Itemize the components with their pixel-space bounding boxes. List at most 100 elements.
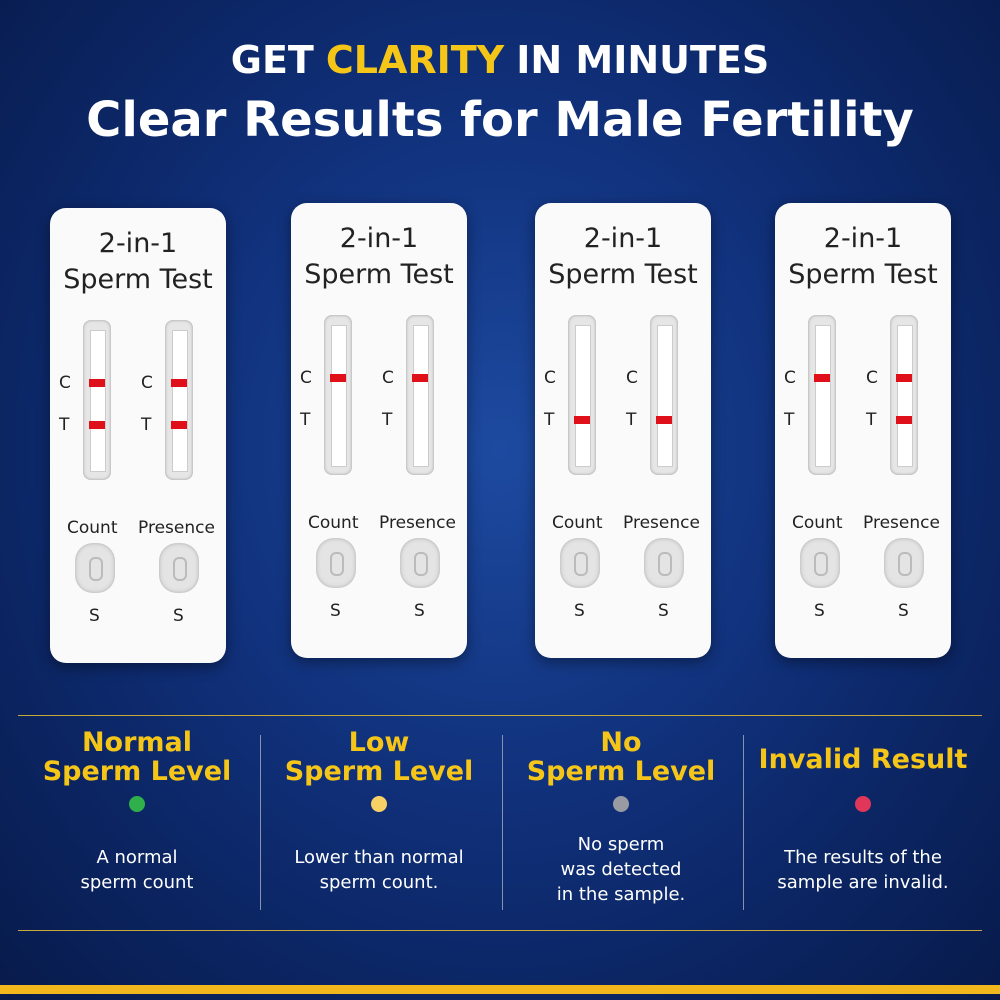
card-title: 2-in-1 xyxy=(339,223,419,254)
result-description: sample are invalid. xyxy=(777,872,949,893)
result-window xyxy=(406,315,434,475)
result-description: No sperm xyxy=(577,834,665,855)
card-title: 2-in-1 xyxy=(583,223,663,254)
result-description: in the sample. xyxy=(556,884,686,905)
strip-label: Presence xyxy=(379,513,456,533)
c-label: C xyxy=(544,368,556,388)
sample-well xyxy=(884,538,924,588)
sample-well xyxy=(75,543,115,593)
test-line xyxy=(574,416,590,424)
result-description: Lower than normal xyxy=(294,847,464,868)
t-label: T xyxy=(544,410,555,430)
status-dot xyxy=(613,796,629,812)
t-label: T xyxy=(626,410,637,430)
card-subtitle: Sperm Test xyxy=(788,259,938,290)
well-hole xyxy=(89,557,103,581)
control-line xyxy=(330,374,346,382)
c-label: C xyxy=(784,368,796,388)
well-hole xyxy=(414,552,428,576)
title-part: IN MINUTES xyxy=(516,38,770,82)
result-title: Sperm Level xyxy=(284,756,474,787)
strip-label: Presence xyxy=(138,518,215,538)
card-title: 2-in-1 xyxy=(823,223,903,254)
well-hole xyxy=(658,552,672,576)
s-label: S xyxy=(814,601,825,621)
result-window xyxy=(568,315,596,475)
well-hole xyxy=(574,552,588,576)
sample-well xyxy=(159,543,199,593)
t-label: T xyxy=(866,410,877,430)
s-label: S xyxy=(574,601,585,621)
control-line xyxy=(89,379,105,387)
sample-well xyxy=(644,538,684,588)
result-description: sperm count xyxy=(80,872,194,893)
strip xyxy=(897,325,913,467)
strip xyxy=(90,330,106,472)
result-title: No xyxy=(600,727,642,758)
test-line xyxy=(171,421,187,429)
result-window xyxy=(83,320,111,480)
title-part: GET xyxy=(230,38,314,82)
t-label: T xyxy=(300,410,311,430)
status-dot xyxy=(855,796,871,812)
separator xyxy=(502,735,503,910)
strip xyxy=(815,325,831,467)
t-label: T xyxy=(784,410,795,430)
test-card: 2-in-1 Sperm Test C T Count S C T Presence S xyxy=(535,203,711,658)
well-hole xyxy=(814,552,828,576)
result-window xyxy=(808,315,836,475)
divider xyxy=(18,930,982,931)
result-window xyxy=(165,320,193,480)
well-hole xyxy=(173,557,187,581)
card-title: 2-in-1 xyxy=(98,228,178,259)
s-label: S xyxy=(898,601,909,621)
subtitle: Clear Results for Male Fertility xyxy=(86,92,914,148)
c-label: C xyxy=(141,373,153,393)
s-label: S xyxy=(414,601,425,621)
result-title: Sperm Level xyxy=(42,756,232,787)
strip-label: Count xyxy=(308,513,359,533)
strip xyxy=(575,325,591,467)
well-hole xyxy=(898,552,912,576)
sample-well xyxy=(316,538,356,588)
strip xyxy=(413,325,429,467)
sample-well xyxy=(800,538,840,588)
control-line xyxy=(171,379,187,387)
result-title: Invalid Result xyxy=(758,744,968,775)
result-title: Normal xyxy=(81,727,193,758)
strip-label: Count xyxy=(552,513,603,533)
title: GET CLARITY IN MINUTES xyxy=(0,38,1000,82)
result-description: sperm count. xyxy=(319,872,439,893)
test-card: 2-in-1 Sperm Test C T Count S C T Presence S xyxy=(291,203,467,658)
bottom-bar xyxy=(0,985,1000,994)
strip-label: Presence xyxy=(863,513,940,533)
result-description: A normal xyxy=(96,847,178,868)
test-line xyxy=(896,416,912,424)
strip xyxy=(172,330,188,472)
card-subtitle: Sperm Test xyxy=(63,264,213,295)
separator xyxy=(260,735,261,910)
c-label: C xyxy=(626,368,638,388)
result-title: Low xyxy=(348,727,410,758)
status-dot xyxy=(371,796,387,812)
control-line xyxy=(814,374,830,382)
result-window xyxy=(650,315,678,475)
test-card: 2-in-1 Sperm Test C T Count S C T Presence S xyxy=(775,203,951,658)
s-label: S xyxy=(89,606,100,626)
c-label: C xyxy=(382,368,394,388)
strip-label: Count xyxy=(792,513,843,533)
t-label: T xyxy=(59,415,70,435)
title-highlight: CLARITY xyxy=(325,38,505,82)
sample-well xyxy=(400,538,440,588)
result-description: was detected xyxy=(560,859,682,880)
control-line xyxy=(896,374,912,382)
card-subtitle: Sperm Test xyxy=(548,259,698,290)
test-line xyxy=(89,421,105,429)
sample-well xyxy=(560,538,600,588)
c-label: C xyxy=(59,373,71,393)
result-window xyxy=(324,315,352,475)
well-hole xyxy=(330,552,344,576)
t-label: T xyxy=(382,410,393,430)
strip xyxy=(657,325,673,467)
